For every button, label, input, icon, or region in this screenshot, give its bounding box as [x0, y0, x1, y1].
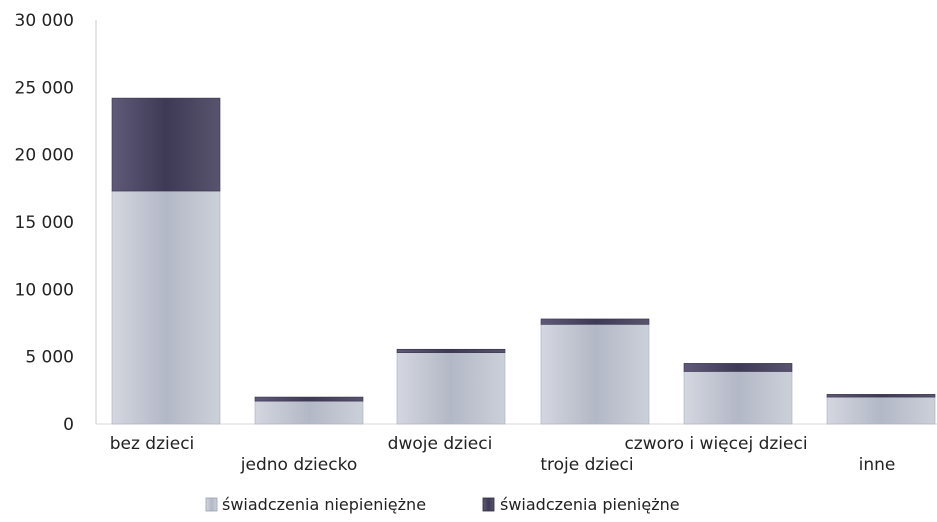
bar-segment [254, 400, 364, 425]
bar-segment [826, 396, 936, 425]
y-tick-label: 15 000 [15, 213, 74, 233]
legend-label: świadczenia pieniężne [500, 495, 680, 514]
bar-segment [683, 371, 793, 425]
y-tick-label: 0 [63, 415, 74, 435]
y-axis: 0 5 000 10 000 15 000 20 000 25 000 30 000 [15, 11, 937, 435]
bar-segment [540, 324, 650, 425]
category-label: dwoje dzieci [388, 434, 493, 454]
category-label: jedno dziecko [240, 455, 357, 475]
legend-label: świadczenia niepieniężne [222, 495, 426, 514]
bar-segment [254, 396, 364, 402]
y-tick-label: 25 000 [15, 78, 74, 98]
y-tick-label: 20 000 [15, 146, 74, 166]
category-label: czworo i więcej dzieci [624, 434, 807, 454]
category-label: inne [859, 455, 896, 475]
category-label: troje dzieci [540, 455, 633, 475]
bar-segment [683, 363, 793, 372]
category-labels: bez dzieci jedno dziecko dwoje dzieci troje… [110, 434, 896, 475]
bars [111, 97, 936, 425]
y-tick-label: 30 000 [15, 11, 74, 31]
bar-segment [540, 318, 650, 325]
bar-segment [111, 190, 221, 425]
bar-segment [111, 97, 221, 192]
legend-swatch [205, 497, 218, 512]
y-tick-label: 10 000 [15, 280, 74, 300]
bar-segment [396, 352, 506, 425]
category-label: bez dzieci [110, 434, 195, 454]
legend-swatch [482, 497, 495, 512]
bar-segment [826, 394, 936, 398]
y-tick-label: 5 000 [25, 348, 74, 368]
bar-segment [396, 348, 506, 353]
legend: świadczenia niepieniężne świadczenia pien… [205, 495, 680, 514]
